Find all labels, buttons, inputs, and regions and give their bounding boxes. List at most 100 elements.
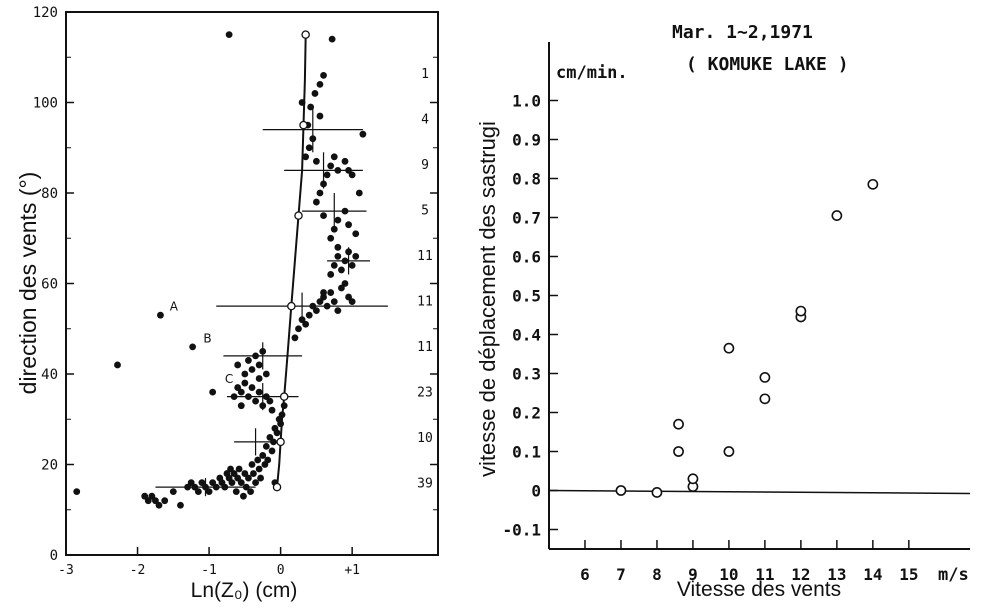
left-data-point [241, 370, 249, 378]
left-data-point [242, 483, 250, 491]
left-data-point [302, 153, 310, 161]
left-data-point [309, 135, 317, 143]
left-data-point [235, 465, 243, 473]
left-curve-point [276, 437, 285, 447]
left-data-point [320, 71, 327, 79]
left-count-label: 10 [417, 431, 433, 446]
left-data-point [234, 361, 242, 369]
right-chart-title: Mar. 1∼2,1971 [672, 22, 813, 43]
left-count-label: 11 [417, 340, 433, 355]
left-data-point [240, 492, 247, 500]
left-data-point [316, 112, 324, 120]
left-data-point [312, 198, 320, 206]
left-data-point [345, 221, 352, 229]
left-data-point [334, 243, 342, 251]
left-data-point [252, 479, 259, 486]
left-data-point [114, 361, 121, 369]
left-count-label: 5 [421, 204, 429, 219]
left-data-point [259, 347, 267, 355]
right-x-tick-label: 15 [899, 565, 918, 584]
left-annotation: B [203, 331, 211, 345]
right-y-ticks: -0.1 0 0.1 0.2 0.3 0.4 0.5 0.6 0.7 0.8 0.9 1.0 [502, 92, 558, 540]
right-y-tick-label: -0.1 [502, 521, 541, 540]
right-y-tick-label: 0.5 [512, 287, 541, 306]
left-data-point [221, 483, 229, 491]
right-x-tick-label: 11 [755, 565, 774, 584]
right-y-tick-label: 0.1 [512, 443, 541, 462]
left-data-point [248, 366, 256, 373]
right-x-axis-label: Vitesse des vents [677, 578, 841, 601]
left-count-label: 11 [417, 249, 433, 264]
left-data-point [323, 302, 331, 310]
left-data-point [320, 180, 327, 188]
right-y-tick-label: 0.6 [512, 248, 541, 267]
left-x-tick-label: 0 [277, 563, 285, 578]
right-y-axis-label: vitesse de déplacement des sastrugi [475, 121, 500, 477]
left-data-point [355, 189, 363, 197]
left-x-tick-label: +1 [344, 563, 360, 578]
right-y-unit: cm/min. [556, 63, 628, 83]
left-scatter-chart: 0 20 40 60 80 100 120 -3 -2 -1 0 +1 1 4 9 5 11 11 11 23 10… [15, 5, 439, 602]
left-y-tick-label: 120 [33, 5, 58, 21]
left-data-point [257, 474, 264, 482]
left-count-label: 4 [421, 113, 429, 128]
left-data-point [323, 171, 331, 179]
left-count-label: 39 [417, 477, 433, 492]
left-data-point [252, 352, 259, 360]
right-x-tick-label: 14 [863, 565, 882, 584]
right-y-tick-label: 0.8 [512, 170, 541, 189]
left-data-point [245, 357, 252, 364]
right-x-tick-label: 7 [616, 565, 626, 584]
left-data-point [334, 307, 342, 315]
left-data-point [320, 289, 327, 296]
left-data-point [334, 252, 342, 260]
left-x-tick-label: -1 [201, 563, 217, 578]
left-y-ticks: 0 20 40 60 80 100 120 [33, 5, 438, 564]
left-data-point [262, 370, 270, 378]
left-data-point [330, 225, 338, 233]
right-zero-baseline [548, 489, 971, 495]
right-x-unit: m/s [938, 565, 969, 585]
left-data-point [255, 465, 263, 473]
left-data-point [316, 189, 324, 197]
left-data-point [247, 488, 254, 496]
left-y-tick-label: 80 [41, 186, 58, 202]
left-x-axis-label: Ln(Z₀) (cm) [191, 579, 298, 602]
left-data-point [259, 402, 267, 410]
left-data-point [264, 456, 272, 464]
right-data-point [867, 178, 879, 190]
left-data-point [252, 397, 259, 405]
left-annotation: A [170, 300, 179, 314]
left-data-point [307, 103, 315, 111]
left-data-point [169, 488, 177, 496]
left-y-tick-label: 0 [50, 548, 58, 564]
left-count-label: 11 [417, 295, 433, 310]
left-data-point [212, 483, 220, 491]
left-data-point [254, 456, 262, 464]
right-data-point [723, 446, 735, 457]
left-data-point [334, 166, 342, 174]
right-x-tick-label: 6 [580, 565, 590, 584]
left-annotations: A B C [170, 300, 233, 386]
right-data-point [687, 473, 699, 485]
left-y-axis-label: direction des vents (°) [15, 172, 41, 395]
right-y-tick-label: 1.0 [512, 92, 541, 111]
left-data-point [209, 388, 217, 396]
left-data-point [232, 488, 240, 496]
left-data-point [262, 443, 270, 450]
left-data-point [338, 266, 345, 274]
left-data-point [245, 393, 252, 401]
left-y-tick-label: 40 [41, 367, 58, 383]
left-data-point [157, 311, 164, 319]
left-data-point [327, 271, 335, 278]
left-data-point [255, 361, 263, 369]
right-y-tick-label: 0.9 [512, 131, 541, 150]
left-data-point [189, 343, 197, 351]
left-x-ticks: -3 -2 -1 0 +1 [58, 547, 360, 578]
left-data-point [270, 438, 277, 446]
left-data-point [348, 298, 356, 305]
right-x-tick-label: 10 [719, 565, 738, 584]
left-data-point [352, 252, 360, 260]
left-data-point [311, 90, 319, 97]
